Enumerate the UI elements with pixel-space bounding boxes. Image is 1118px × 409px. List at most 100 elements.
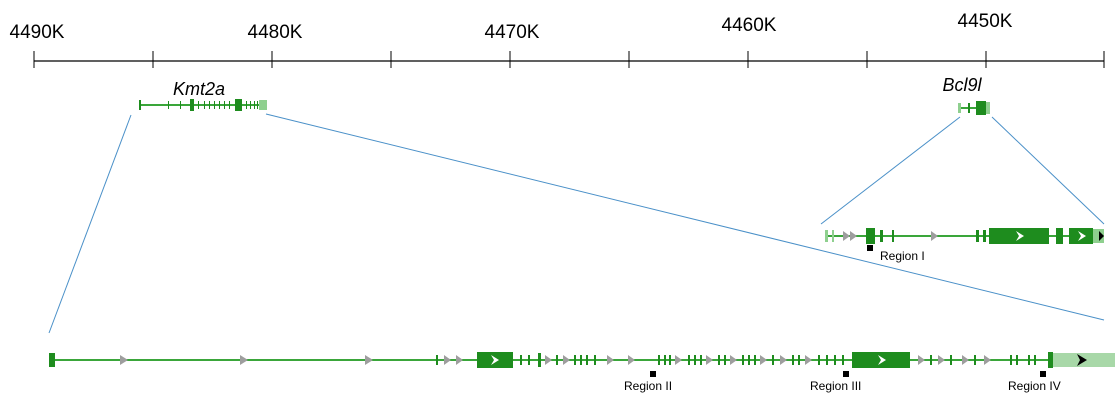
kmt2a-zoom-exon: [574, 355, 576, 365]
kmt2a-zoom-exon: [528, 355, 530, 365]
kmt2a-zoom-exon: [742, 355, 744, 365]
kmt2a-exon: [190, 99, 194, 111]
kmt2a-zoom-line-left: [48, 114, 132, 334]
strand-arrow: [545, 355, 552, 365]
kmt2a-zoom-exon: [580, 355, 582, 365]
strand-arrow: [456, 355, 463, 365]
strand-arrow: [1016, 231, 1024, 241]
kmt2a-zoom-exon: [724, 355, 726, 365]
bcl9l-zoom-exon: [892, 230, 894, 242]
strand-arrow: [607, 355, 614, 365]
kmt2a-zoom-exon: [669, 355, 671, 365]
kmt2a-exon: [224, 101, 225, 109]
kmt2a-exon: [246, 101, 247, 109]
strand-arrow: [850, 231, 857, 241]
kmt2a-zoom-exon: [520, 355, 522, 365]
kmt2a-exon: [250, 101, 251, 109]
bcl9l-zoom-line-left: [820, 116, 961, 225]
kmt2a-zoom-exon: [556, 355, 558, 365]
coordinate-axis: 4490K 4480K 4470K 4460K 4450K: [10, 11, 1105, 68]
bcl9l-utr: [986, 102, 990, 114]
strand-arrow: [938, 355, 945, 365]
strand-arrow: [444, 355, 451, 365]
strand-arrow: [240, 355, 248, 365]
strand-arrow: [563, 355, 570, 365]
kmt2a-zoom-exon: [688, 355, 690, 365]
kmt2a-zoom-exon: [700, 355, 702, 365]
kmt2a-utr: [259, 100, 267, 110]
bcl9l-gene-label: Bcl9l: [942, 75, 982, 95]
kmt2a-zoom-exon: [772, 355, 774, 365]
kmt2a-zoom-exon: [436, 355, 438, 365]
strand-arrow: [628, 355, 635, 365]
bcl9l-zoom-exon: [866, 228, 875, 244]
kmt2a-zoomed-track: Region II Region III Region IV: [49, 352, 1115, 393]
strand-arrow: [1077, 354, 1087, 366]
kmt2a-zoom-exon: [538, 353, 541, 367]
strand-arrow: [730, 355, 737, 365]
kmt2a-zoom-exon: [950, 355, 952, 365]
kmt2a-zoom-exon: [694, 355, 696, 365]
kmt2a-exon: [139, 100, 141, 110]
kmt2a-exon: [229, 101, 230, 109]
kmt2a-exon: [219, 101, 220, 109]
kmt2a-exon: [168, 101, 169, 109]
bcl9l-zoom-exon: [976, 230, 979, 242]
kmt2a-exon: [209, 101, 210, 109]
strand-arrow: [931, 231, 938, 241]
kmt2a-zoom-exon: [798, 355, 800, 365]
bcl9l-zoom-utr: [832, 230, 834, 242]
strand-arrow: [1099, 231, 1104, 241]
strand-arrow: [365, 355, 373, 365]
kmt2a-zoom-exon: [586, 355, 588, 365]
kmt2a-exon: [257, 101, 258, 109]
kmt2a-exon: [204, 101, 205, 109]
kmt2a-zoom-exon: [792, 355, 794, 365]
kmt2a-zoom-exon: [930, 355, 932, 365]
strand-arrow: [760, 355, 767, 365]
region-3-label: Region III: [810, 379, 861, 393]
bcl9l-exon: [976, 101, 986, 115]
kmt2a-zoom-line-right: [265, 113, 1105, 321]
kmt2a-zoom-exon: [658, 355, 660, 365]
strand-arrow: [962, 355, 969, 365]
kmt2a-exon: [180, 101, 181, 109]
kmt2a-zoom-exon: [1034, 355, 1036, 365]
tick-label-4450k: 4450K: [958, 11, 1013, 32]
bcl9l-exon: [968, 103, 970, 113]
kmt2a-zoom-exon: [718, 355, 720, 365]
strand-arrow: [984, 355, 991, 365]
kmt2a-overview-track: Kmt2a: [139, 79, 267, 111]
kmt2a-zoom-exon: [1016, 355, 1018, 365]
strand-arrow: [706, 355, 713, 365]
bcl9l-zoomed-track: Region I: [825, 228, 1104, 263]
region-4-marker: [1040, 371, 1046, 377]
kmt2a-exon: [198, 101, 199, 109]
kmt2a-exon: [214, 101, 215, 109]
bcl9l-overview-track: Bcl9l: [942, 75, 990, 115]
kmt2a-zoom-exon: [1010, 355, 1012, 365]
tick-label-4470k: 4470K: [485, 22, 540, 43]
strand-arrow: [878, 355, 886, 365]
kmt2a-zoom-exon: [664, 355, 666, 365]
bcl9l-utr: [958, 103, 961, 113]
strand-arrow: [780, 355, 787, 365]
kmt2a-zoom-exon: [748, 355, 750, 365]
kmt2a-gene-label: Kmt2a: [173, 79, 225, 99]
strand-arrow: [675, 355, 682, 365]
region-2-marker: [650, 371, 656, 377]
kmt2a-zoom-exon: [49, 353, 55, 367]
bcl9l-zoom-utr: [1093, 229, 1104, 243]
strand-arrow: [1078, 231, 1086, 241]
kmt2a-zoom-exon: [974, 355, 976, 365]
region-1-marker: [867, 245, 873, 251]
tick-label-4490k: 4490K: [10, 22, 65, 43]
kmt2a-exon: [254, 101, 255, 109]
kmt2a-zoom-exon: [818, 355, 820, 365]
kmt2a-zoom-exon: [1048, 352, 1053, 368]
bcl9l-zoom-exon: [1056, 228, 1063, 244]
bcl9l-zoom-line-right: [991, 116, 1105, 225]
kmt2a-exon: [235, 99, 242, 111]
